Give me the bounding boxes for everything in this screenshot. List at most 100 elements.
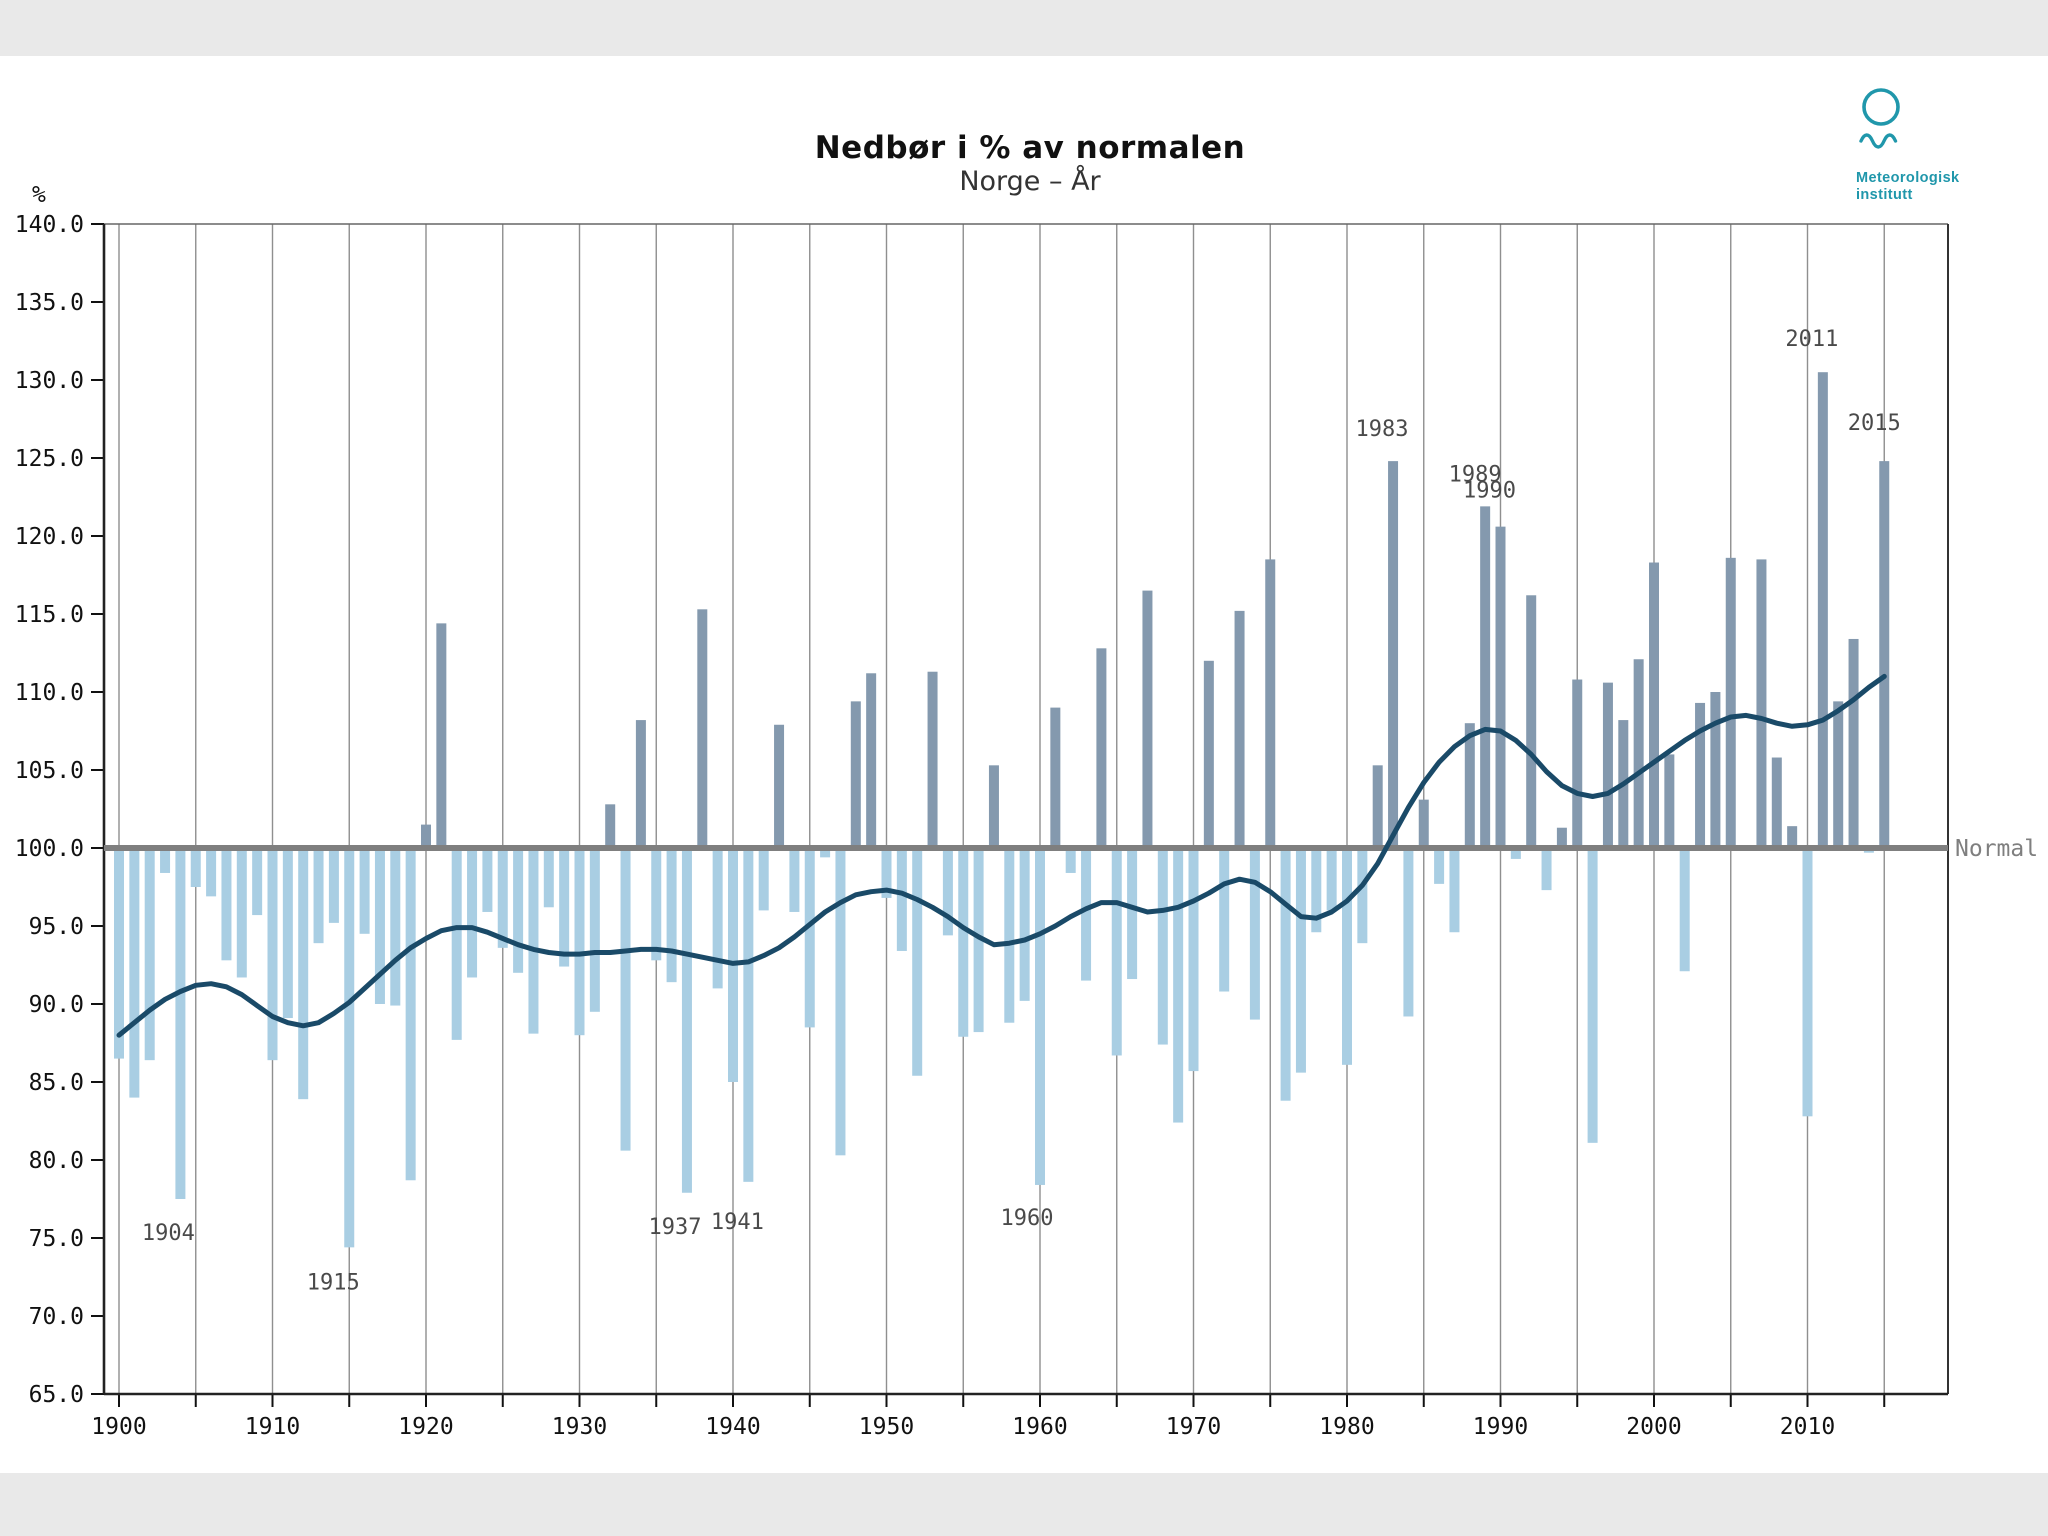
bar-below-normal (1004, 848, 1015, 1023)
bar-below-normal (620, 848, 631, 1151)
bar-below-normal (1173, 848, 1184, 1123)
y-tick-label: 115.0 (15, 602, 84, 628)
bar-above-normal (1633, 659, 1644, 848)
y-tick-label: 135.0 (15, 290, 84, 316)
bar-below-normal (1081, 848, 1092, 981)
bar-below-normal (912, 848, 923, 1076)
bar-below-normal (1249, 848, 1260, 1020)
y-tick-label: 110.0 (15, 680, 84, 706)
bar-below-normal (528, 848, 539, 1034)
bar-below-normal (129, 848, 140, 1098)
bar-below-normal (942, 848, 953, 936)
bar-below-normal (1434, 848, 1445, 884)
y-tick-label: 100.0 (15, 836, 84, 862)
bar-below-normal (1802, 848, 1813, 1117)
bar-below-normal (267, 848, 278, 1061)
bar-above-normal (1787, 826, 1798, 848)
bar-above-normal (1372, 765, 1383, 848)
bar-below-normal (1403, 848, 1414, 1017)
bar-above-normal (850, 701, 861, 848)
year-annotation: 1989 (1449, 462, 1502, 487)
bar-below-normal (252, 848, 263, 916)
bar-below-normal (390, 848, 401, 1006)
bar-above-normal (1725, 557, 1736, 848)
bar-below-normal (513, 848, 524, 973)
y-tick-label: 130.0 (15, 368, 84, 394)
y-tick-label: 105.0 (15, 758, 84, 784)
y-tick-label: 75.0 (29, 1226, 84, 1252)
bar-above-normal (635, 720, 646, 848)
bar-above-normal (1756, 559, 1767, 848)
bar-below-normal (236, 848, 247, 978)
year-annotation: 1983 (1356, 417, 1409, 442)
bar-below-normal (589, 848, 600, 1012)
bar-below-normal (1111, 848, 1122, 1056)
logo-text-line1: Meteorologisk (1856, 170, 1960, 186)
bar-above-normal (1556, 827, 1567, 848)
bar-below-normal (896, 848, 907, 951)
bar-above-normal (1265, 559, 1276, 848)
x-tick-label: 1910 (245, 1414, 300, 1440)
bar-above-normal (1480, 506, 1491, 848)
bar-below-normal (1035, 848, 1045, 1185)
bar-below-normal (144, 848, 155, 1061)
bar-below-normal (175, 848, 186, 1199)
bar-below-normal (1679, 848, 1690, 972)
bar-below-normal (958, 848, 969, 1037)
y-tick-label: 80.0 (29, 1148, 84, 1174)
bar-above-normal (1142, 590, 1153, 848)
bar-above-normal (697, 609, 708, 848)
bar-below-normal (497, 848, 508, 948)
bar-below-normal (574, 848, 585, 1036)
bar-below-normal (835, 848, 846, 1156)
bar-below-normal (374, 848, 385, 1004)
bar-above-normal (1710, 692, 1721, 848)
y-tick-label: 140.0 (15, 212, 84, 238)
normal-line-label: Normal (1955, 836, 2038, 862)
bar-below-normal (313, 848, 324, 944)
bar-above-normal (1526, 595, 1537, 848)
y-tick-label: 90.0 (29, 992, 84, 1018)
bar-above-normal (1649, 562, 1659, 848)
bar-below-normal (559, 848, 570, 967)
bar-below-normal (482, 848, 493, 912)
bar-below-normal (1510, 848, 1521, 859)
bar-below-normal (789, 848, 800, 912)
x-tick-label: 1950 (859, 1414, 914, 1440)
bar-above-normal (1234, 610, 1245, 848)
bar-below-normal (651, 848, 662, 961)
year-annotation: 1960 (1001, 1206, 1054, 1231)
y-tick-label: 70.0 (29, 1304, 84, 1330)
bar-below-normal (973, 848, 984, 1033)
bar-below-normal (1357, 848, 1368, 944)
bar-below-normal (1127, 848, 1138, 980)
bar-below-normal (1587, 848, 1598, 1143)
bar-above-normal (1771, 757, 1782, 848)
bar-below-normal (1219, 848, 1230, 992)
bar-above-normal (1833, 701, 1844, 848)
bottom-gray-band (0, 1473, 2048, 1536)
bar-above-normal (1602, 682, 1613, 848)
bar-below-normal (282, 848, 293, 1019)
top-gray-band (0, 0, 2048, 56)
year-annotation: 2015 (1848, 411, 1901, 436)
bar-below-normal (405, 848, 416, 1181)
bar-above-normal (1664, 754, 1675, 848)
bar-above-normal (1418, 799, 1429, 848)
x-tick-label: 1980 (1319, 1414, 1374, 1440)
bar-above-normal (1388, 461, 1399, 848)
bar-below-normal (328, 848, 339, 923)
year-annotation: 1904 (142, 1221, 195, 1246)
y-tick-label: 125.0 (15, 446, 84, 472)
x-tick-label: 1900 (91, 1414, 146, 1440)
bar-below-normal (359, 848, 370, 934)
bar-above-normal (1464, 723, 1475, 848)
bar-above-normal (1096, 648, 1107, 848)
bar-below-normal (1188, 848, 1199, 1072)
logo-text-line2: institutt (1856, 187, 1913, 203)
x-tick-label: 1960 (1012, 1414, 1067, 1440)
bar-below-normal (681, 848, 692, 1193)
x-tick-label: 1990 (1473, 1414, 1528, 1440)
bar-below-normal (1326, 848, 1337, 911)
y-axis-unit-label: % (32, 182, 46, 208)
